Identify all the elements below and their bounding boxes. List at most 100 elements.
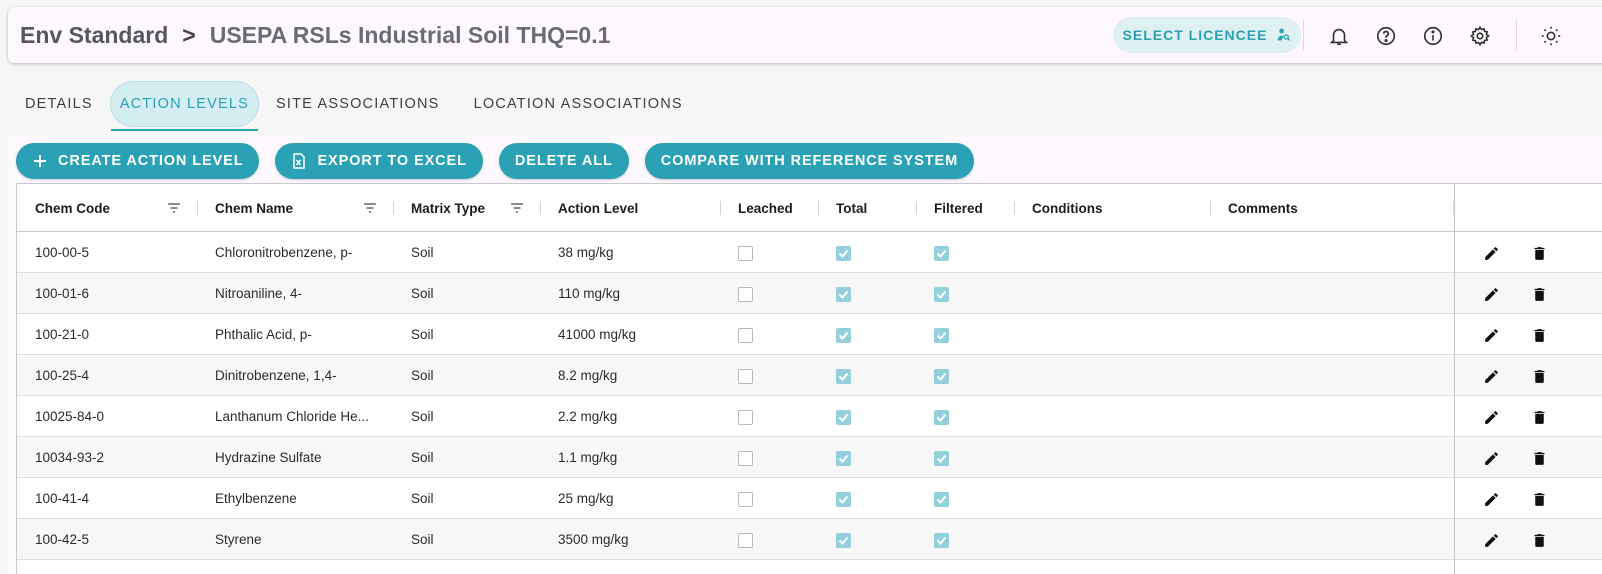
delete-trash-icon[interactable] [1529,366,1549,386]
filtered-checkbox[interactable] [934,410,949,425]
edit-pencil-icon[interactable] [1481,530,1501,550]
column-divider[interactable] [720,201,721,215]
filter-icon[interactable] [167,202,181,214]
tab-location-associations[interactable]: LOCATION ASSOCIATIONS [473,96,683,112]
chem-name-cell: Dinitrobenzene, 1,4- [215,368,337,383]
column-divider[interactable] [1210,201,1211,215]
filter-icon[interactable] [510,202,524,214]
edit-pencil-icon[interactable] [1481,366,1501,386]
table-row[interactable]: 100-00-5 Chloronitrobenzene, p- Soil 38 mg/… [17,232,1602,273]
toolbar: CREATE ACTION LEVEL EXPORT TO EXCEL DELE… [16,143,975,179]
column-divider[interactable] [197,201,198,215]
table-row[interactable]: 10025-84-0 Lanthanum Chloride He... Soil 2.… [17,396,1602,437]
tab-bar: DETAILS ACTION LEVELS SITE ASSOCIATIONS … [16,80,692,131]
breadcrumb-root[interactable]: Env Standard [20,21,169,48]
filtered-checkbox[interactable] [934,533,949,548]
matrix-type-cell: Soil [411,532,434,547]
filter-icon[interactable] [363,202,377,214]
total-checkbox[interactable] [836,246,851,261]
table-row[interactable]: 100-41-4 Ethylbenzene Soil 25 mg/kg [17,478,1602,519]
header-conditions[interactable]: Conditions [1032,200,1103,216]
header-matrix-type[interactable]: Matrix Type [411,200,486,216]
total-checkbox[interactable] [836,328,851,343]
compare-reference-system-button[interactable]: COMPARE WITH REFERENCE SYSTEM [644,143,975,179]
table-row[interactable]: 100-42-5 Styrene Soil 3500 mg/kg [17,519,1602,560]
notifications-icon[interactable] [1326,23,1352,49]
app-header: Env Standard > USEPA RSLs Industrial Soi… [8,7,1602,63]
header-divider [1516,20,1517,50]
table-row[interactable]: 100-21-0 Phthalic Acid, p- Soil 41000 mg/kg [17,314,1602,355]
filtered-checkbox[interactable] [934,287,949,302]
leached-checkbox[interactable] [738,287,753,302]
action-level-cell: 41000 mg/kg [558,327,637,342]
chem-code-cell: 100-42-5 [35,532,90,547]
select-licencee-button[interactable]: SELECT LICENCEE [1113,17,1301,53]
delete-trash-icon[interactable] [1529,243,1549,263]
delete-trash-icon[interactable] [1529,284,1549,304]
chem-name-cell: Nitroaniline, 4- [215,286,303,301]
filtered-checkbox[interactable] [934,328,949,343]
tab-site-associations[interactable]: SITE ASSOCIATIONS [276,96,440,112]
export-to-excel-label: EXPORT TO EXCEL [317,153,467,169]
chem-name-cell: Chloronitrobenzene, p- [215,245,353,260]
edit-pencil-icon[interactable] [1481,243,1501,263]
delete-trash-icon[interactable] [1529,489,1549,509]
delete-trash-icon[interactable] [1529,407,1549,427]
filtered-checkbox[interactable] [934,246,949,261]
tab-action-levels[interactable]: ACTION LEVELS [109,81,259,131]
leached-checkbox[interactable] [738,246,753,261]
filtered-checkbox[interactable] [934,451,949,466]
total-checkbox[interactable] [836,492,851,507]
filtered-checkbox[interactable] [934,492,949,507]
leached-checkbox[interactable] [738,492,753,507]
header-leached[interactable]: Leached [738,200,793,216]
leached-checkbox[interactable] [738,328,753,343]
edit-pencil-icon[interactable] [1481,489,1501,509]
chem-code-cell: 100-00-5 [35,245,90,260]
header-comments[interactable]: Comments [1228,200,1298,216]
total-checkbox[interactable] [836,451,851,466]
edit-pencil-icon[interactable] [1481,448,1501,468]
header-total[interactable]: Total [836,200,868,216]
header-filtered[interactable]: Filtered [934,200,983,216]
total-checkbox[interactable] [836,369,851,384]
filtered-checkbox[interactable] [934,369,949,384]
column-divider[interactable] [916,201,917,215]
edit-pencil-icon[interactable] [1481,407,1501,427]
delete-trash-icon[interactable] [1529,448,1549,468]
export-to-excel-button[interactable]: EXPORT TO EXCEL [275,143,483,179]
theme-brightness-icon[interactable] [1538,23,1564,49]
leached-checkbox[interactable] [738,451,753,466]
total-checkbox[interactable] [836,287,851,302]
total-checkbox[interactable] [836,410,851,425]
leached-checkbox[interactable] [738,410,753,425]
column-divider[interactable] [1014,201,1015,215]
header-chem-name[interactable]: Chem Name [215,200,294,216]
header-action-level[interactable]: Action Level [558,200,639,216]
help-icon[interactable] [1373,23,1399,49]
leached-checkbox[interactable] [738,369,753,384]
settings-gear-icon[interactable] [1467,23,1493,49]
table-header: Chem Code Chem Name Matrix Type Action L… [17,184,1602,232]
tab-details[interactable]: DETAILS [25,96,93,112]
delete-trash-icon[interactable] [1529,325,1549,345]
header-chem-code[interactable]: Chem Code [35,200,111,216]
table-row[interactable]: 100-25-4 Dinitrobenzene, 1,4- Soil 8.2 mg/k… [17,355,1602,396]
column-divider[interactable] [393,201,394,215]
column-divider[interactable] [1453,201,1454,215]
total-checkbox[interactable] [836,533,851,548]
delete-trash-icon[interactable] [1529,530,1549,550]
edit-pencil-icon[interactable] [1481,325,1501,345]
table-row[interactable]: 10034-93-2 Hydrazine Sulfate Soil 1.1 mg/kg [17,437,1602,478]
table-row[interactable]: 100-01-6 Nitroaniline, 4- Soil 110 mg/kg [17,273,1602,314]
create-action-level-button[interactable]: CREATE ACTION LEVEL [16,143,260,179]
leached-checkbox[interactable] [738,533,753,548]
delete-all-button[interactable]: DELETE ALL [498,143,629,179]
column-divider[interactable] [818,201,819,215]
chem-name-cell: Phthalic Acid, p- [215,327,312,342]
chem-code-cell: 100-21-0 [35,327,90,342]
action-levels-table: Chem Code Chem Name Matrix Type Action L… [16,183,1602,574]
column-divider[interactable] [540,201,541,215]
info-icon[interactable] [1420,23,1446,49]
edit-pencil-icon[interactable] [1481,284,1501,304]
